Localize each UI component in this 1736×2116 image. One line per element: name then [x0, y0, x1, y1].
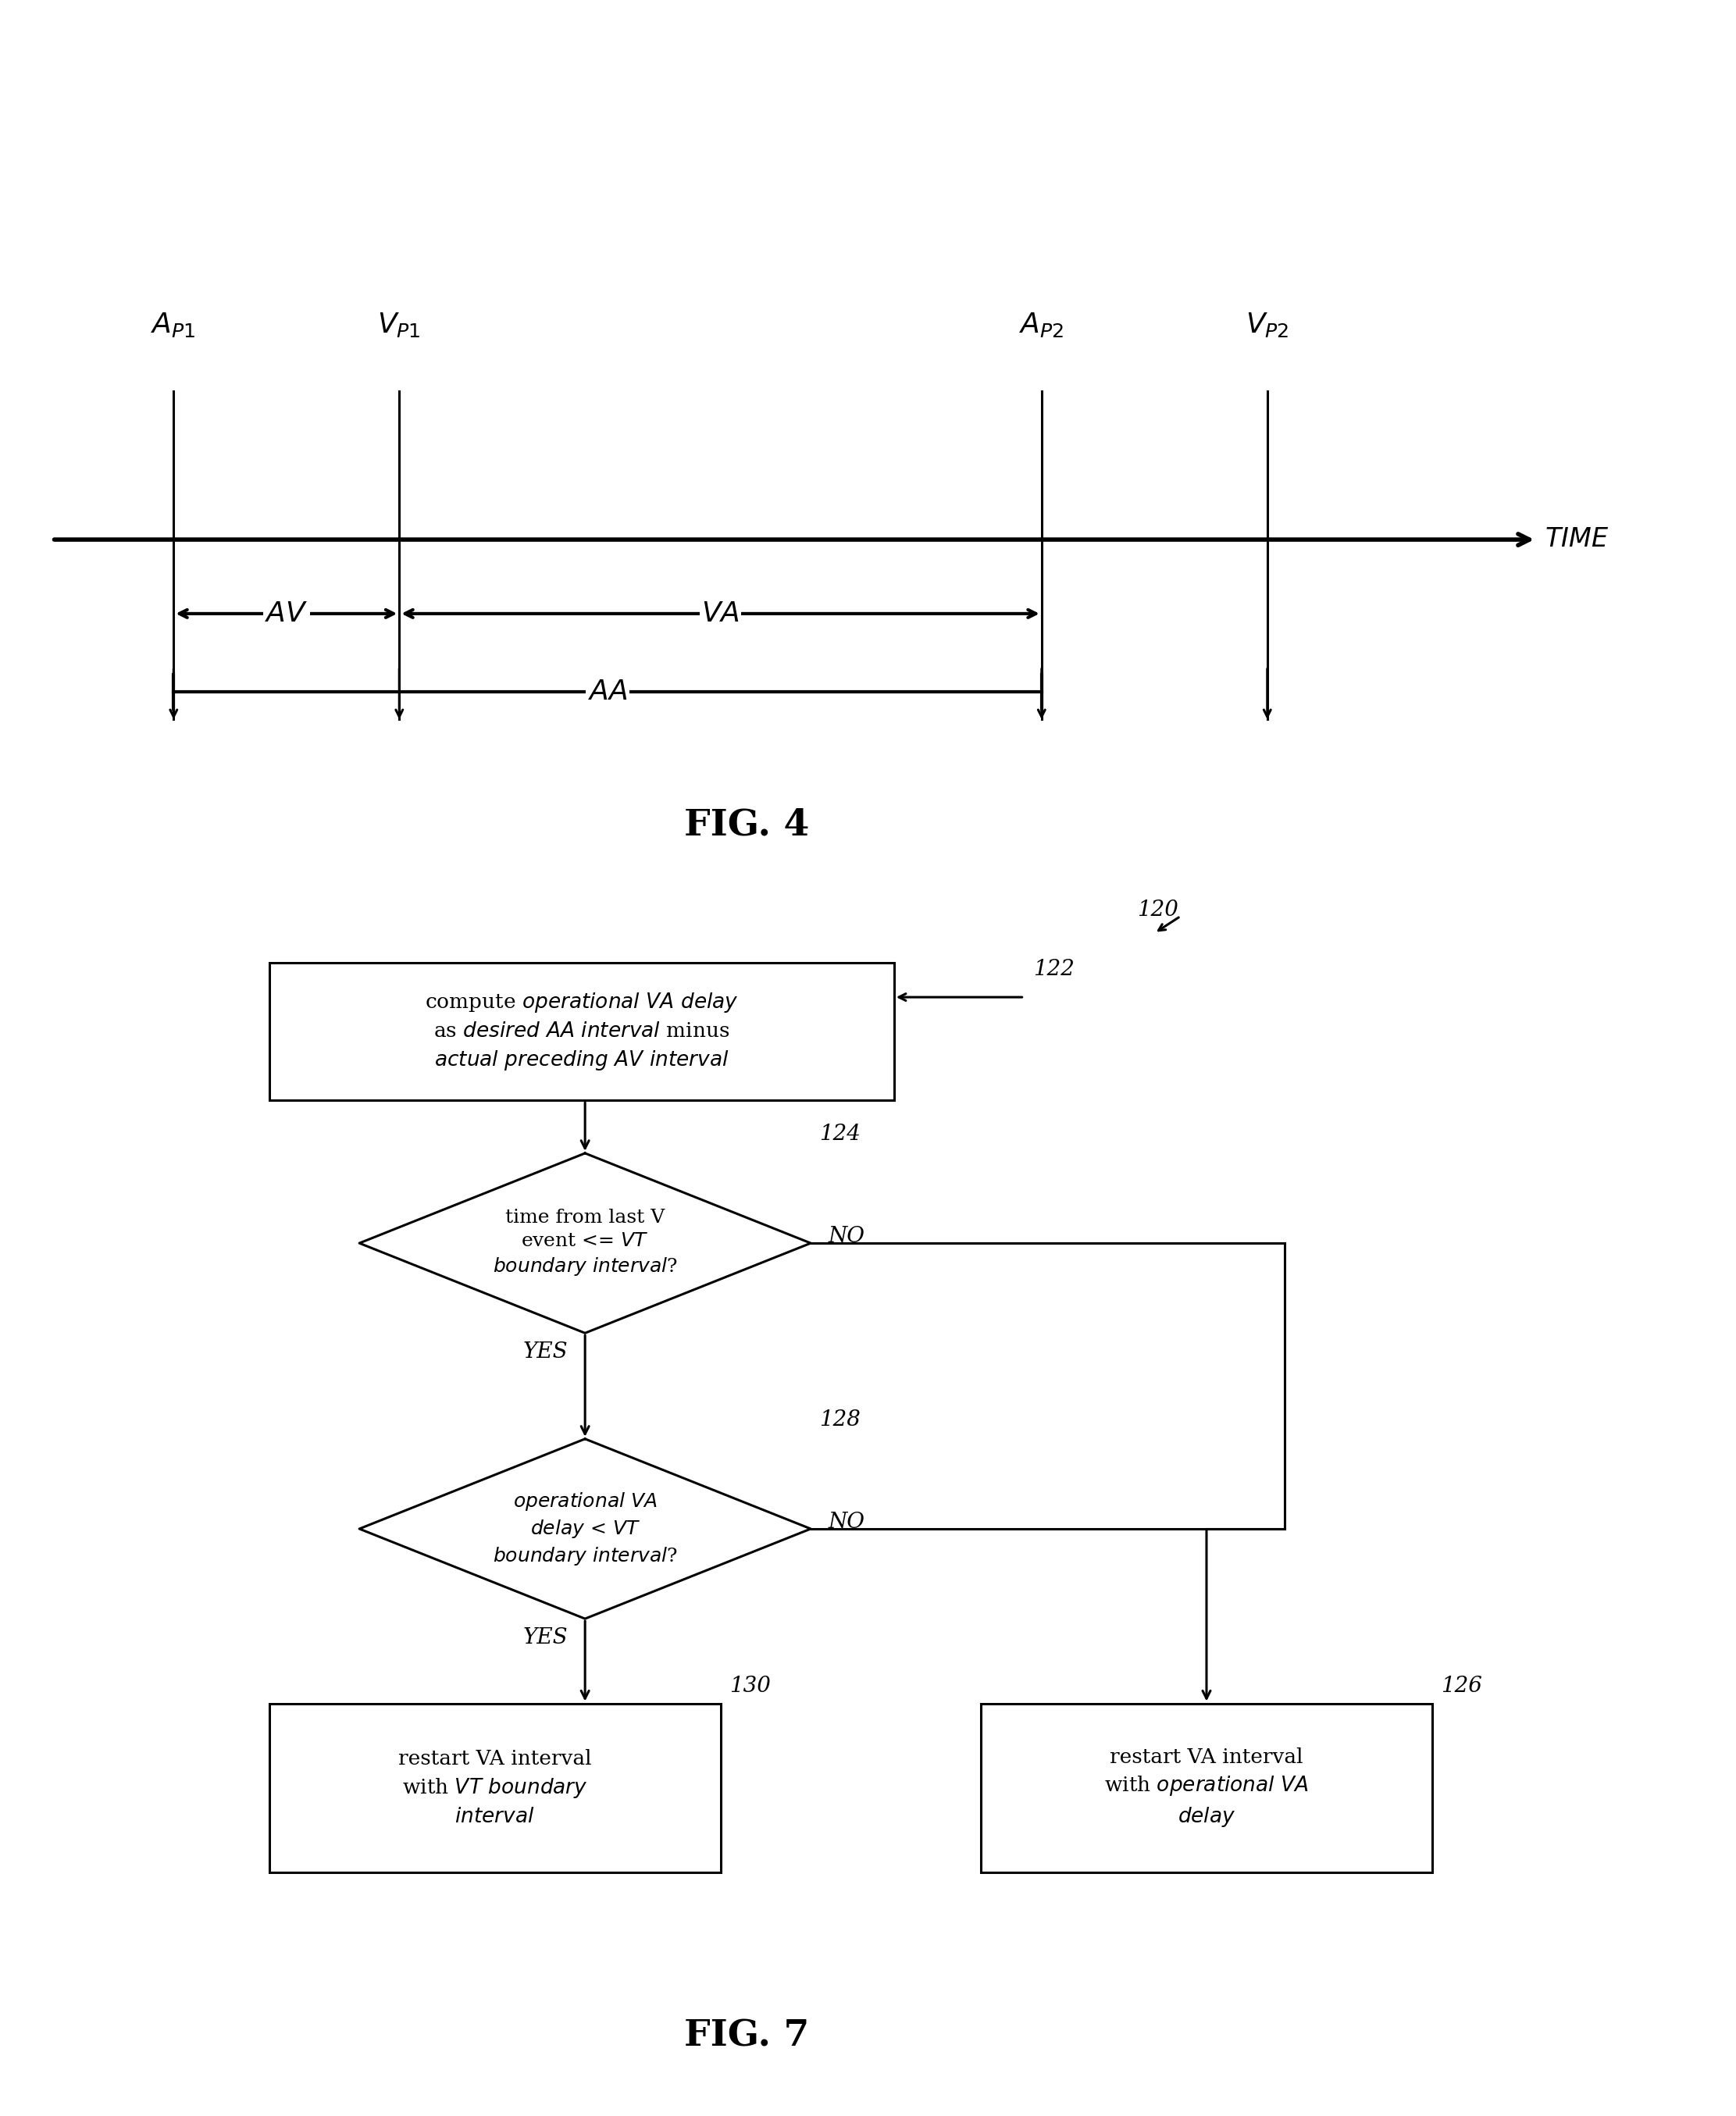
- Text: compute $\mathit{operational\ VA\ delay}$
as $\mathit{desired\ AA\ interval}$ mi: compute $\mathit{operational\ VA\ delay}…: [425, 990, 738, 1073]
- Text: $\mathit{VA}$: $\mathit{VA}$: [701, 601, 740, 626]
- Text: $\mathit{operational\ VA}$
$\mathit{delay}$ < $\mathit{VT}$
$\mathit{boundary\ i: $\mathit{operational\ VA}$ $\mathit{dela…: [493, 1490, 677, 1568]
- Text: NO: NO: [828, 1227, 865, 1246]
- Text: $A_{P1}$: $A_{P1}$: [151, 311, 196, 339]
- Text: $\mathit{AV}$: $\mathit{AV}$: [266, 601, 307, 626]
- Bar: [269, 963, 894, 1100]
- Text: $\mathit{AA}$: $\mathit{AA}$: [589, 679, 627, 705]
- Text: FIG. 7: FIG. 7: [684, 2019, 809, 2053]
- Text: FIG. 4: FIG. 4: [684, 808, 809, 842]
- Bar: [269, 1703, 720, 1873]
- Text: $\mathit{TIME}$: $\mathit{TIME}$: [1545, 527, 1609, 552]
- Text: 122: 122: [1033, 959, 1075, 980]
- Text: 124: 124: [819, 1124, 861, 1145]
- Bar: [981, 1703, 1432, 1873]
- Text: 120: 120: [1137, 899, 1179, 920]
- Text: time from last V
event <= $\mathit{VT}$
$\mathit{boundary\ interval}$?: time from last V event <= $\mathit{VT}$ …: [493, 1208, 677, 1278]
- Text: 128: 128: [819, 1409, 861, 1430]
- Text: 130: 130: [729, 1676, 771, 1697]
- Text: YES: YES: [523, 1342, 568, 1363]
- Text: $V_{P1}$: $V_{P1}$: [377, 311, 422, 339]
- Text: restart VA interval
with $\mathit{VT\ boundary}$
$\mathit{interval}$: restart VA interval with $\mathit{VT\ bo…: [398, 1750, 592, 1826]
- Text: YES: YES: [523, 1627, 568, 1648]
- Text: NO: NO: [828, 1513, 865, 1532]
- Text: $A_{P2}$: $A_{P2}$: [1019, 311, 1064, 339]
- Text: 126: 126: [1441, 1676, 1483, 1697]
- Text: restart VA interval
with $\mathit{operational\ VA}$
$\mathit{delay}$: restart VA interval with $\mathit{operat…: [1104, 1748, 1309, 1828]
- Text: $V_{P2}$: $V_{P2}$: [1245, 311, 1290, 339]
